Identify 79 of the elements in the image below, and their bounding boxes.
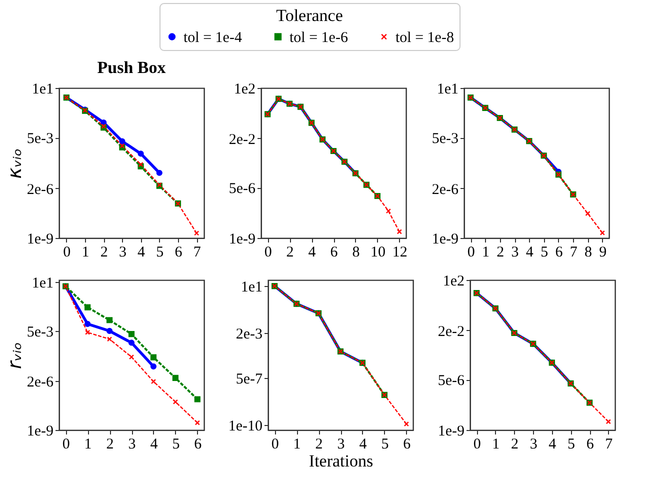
- y-tick-label: 2e-6: [432, 182, 459, 198]
- y-tick-label: 1e-9: [26, 232, 54, 248]
- x-tick-label: 7: [570, 244, 578, 260]
- x-tick-label: 3: [128, 436, 136, 452]
- x-tick-label: 12: [392, 244, 408, 260]
- y-tick-label: 1e1: [436, 82, 458, 98]
- x-tick-label: 7: [605, 436, 614, 452]
- x-tick-label: 2: [106, 436, 114, 452]
- x-tick-label: 3: [337, 436, 345, 452]
- x-tick-label: 6: [555, 244, 564, 260]
- x-tick-label: 6: [174, 244, 183, 260]
- y-axis-title: rᵥᵢₒ: [4, 342, 26, 369]
- x-tick-label: 1: [482, 244, 490, 260]
- y-tick-label: 1e-9: [26, 424, 54, 440]
- x-tick-label: 1: [82, 244, 90, 260]
- x-tick-label: 1: [84, 436, 92, 452]
- legend-title: Tolerance: [276, 6, 343, 25]
- y-tick-label: 5e-3: [432, 131, 458, 148]
- x-tick-label: 3: [118, 244, 126, 260]
- x-tick-label: 4: [548, 436, 557, 452]
- x-tick-label: 2: [496, 244, 504, 260]
- y-tick-label: 5e-3: [26, 324, 54, 340]
- y-tick-label: 1e-9: [432, 232, 458, 248]
- x-tick-label: 5: [156, 244, 164, 260]
- y-tick-label: 1e-9: [228, 232, 256, 248]
- y-tick-label: 5e-7: [236, 372, 263, 388]
- x-tick-label: 2: [511, 436, 519, 452]
- x-tick-label: 8: [584, 244, 592, 260]
- y-tick-label: 2e-6: [26, 374, 54, 391]
- x-tick-label: 0: [63, 244, 71, 260]
- x-tick-label: 3: [511, 244, 519, 260]
- y-tick-label: 2e-6: [26, 182, 54, 198]
- y-tick-label: 5e-6: [228, 181, 256, 198]
- y-tick-label: 2e-2: [438, 324, 464, 340]
- y-tick-label: 1e-9: [438, 424, 464, 440]
- x-tick-label: 4: [138, 244, 146, 260]
- x-tick-label: 10: [370, 244, 386, 260]
- legend-label: tol = 1e-6: [290, 30, 348, 46]
- y-tick-label: 1e1: [32, 82, 54, 98]
- y-tick-label: 1e2: [234, 82, 256, 98]
- x-tick-label: 1: [293, 436, 301, 452]
- x-tick-label: 0: [467, 244, 475, 260]
- x-tick-label: 0: [264, 244, 272, 260]
- y-tick-label: 1e1: [240, 280, 262, 296]
- x-tick-label: 3: [530, 436, 538, 452]
- y-tick-label: 1e2: [442, 274, 464, 290]
- y-tick-label: 5e-6: [438, 373, 465, 390]
- x-tick-label: 2: [286, 244, 294, 260]
- x-tick-label: 9: [599, 244, 607, 260]
- y-tick-label: 2e-2: [228, 132, 256, 148]
- x-tick-label: 2: [100, 244, 108, 260]
- x-tick-label: 6: [586, 436, 594, 452]
- x-axis-title: Iterations: [308, 452, 374, 470]
- x-tick-label: 7: [193, 244, 202, 260]
- x-tick-label: 6: [194, 436, 202, 452]
- legend-label: tol = 1e-8: [396, 30, 454, 46]
- x-tick-label: 0: [271, 436, 279, 452]
- x-tick-label: 8: [352, 244, 360, 260]
- x-tick-label: 5: [540, 244, 548, 260]
- x-tick-label: 5: [567, 436, 575, 452]
- x-tick-label: 5: [381, 436, 389, 452]
- y-axis-title: κᵥᵢₒ: [4, 148, 26, 179]
- x-tick-label: 4: [150, 436, 158, 452]
- x-tick-label: 0: [62, 436, 70, 452]
- x-tick-label: 6: [330, 244, 338, 260]
- x-tick-label: 0: [473, 436, 481, 452]
- x-tick-label: 4: [308, 244, 316, 260]
- legend-label: tol = 1e-4: [184, 30, 242, 46]
- x-tick-label: 5: [172, 436, 180, 452]
- chart-title: Push Box: [97, 58, 166, 77]
- y-tick-label: 1e1: [32, 276, 54, 292]
- y-tick-label: 1e-10: [228, 418, 262, 434]
- x-tick-label: 2: [315, 436, 323, 452]
- y-tick-label: 2e-3: [236, 326, 262, 342]
- x-tick-label: 1: [492, 436, 500, 452]
- x-tick-label: 4: [526, 244, 534, 260]
- y-tick-label: 5e-3: [26, 131, 54, 148]
- x-tick-label: 4: [359, 436, 368, 452]
- x-tick-label: 6: [403, 436, 412, 452]
